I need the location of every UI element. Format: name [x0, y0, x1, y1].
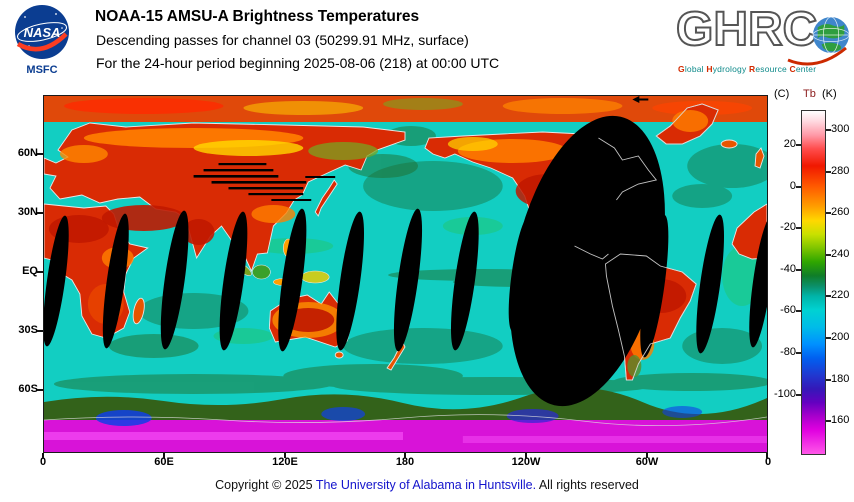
colorbar: (C) Tb (K) 20 0 -20 -40 -60 -80 -100 300… [770, 88, 854, 470]
orbit-node-marker [632, 96, 649, 103]
lon-label-60w: 60W [635, 456, 659, 468]
lat-tick [37, 212, 43, 214]
ghrc-tagline: Global Hydrology Resource Center [678, 64, 817, 74]
kelvin-tick [826, 254, 831, 256]
colorbar-unit-kelvin: Tb (K) [803, 88, 837, 100]
kelvin-tick [826, 295, 831, 297]
island-new-zealand [386, 342, 406, 371]
copyright-suffix: All rights reserved [536, 478, 639, 492]
lon-tick [284, 453, 286, 458]
lat-tick [37, 271, 43, 273]
nasa-swoosh [16, 32, 68, 52]
celsius-tick-label: 0 [789, 180, 796, 192]
subtitle-channel: Descending passes for channel 03 (50299.… [96, 32, 469, 48]
lon-tick [766, 453, 768, 458]
kelvin-tick-label: 220 [831, 289, 850, 301]
lat-tick [37, 153, 43, 155]
lat-tick [37, 389, 43, 391]
kelvin-tick-label: 200 [831, 331, 850, 343]
island-japan [314, 179, 338, 217]
celsius-tick [796, 394, 801, 396]
celsius-tick [796, 227, 801, 229]
lon-label-120w: 120W [511, 456, 541, 468]
antarctic-band [44, 387, 767, 452]
lat-label-60s: 60S [18, 383, 38, 395]
map-canvas [44, 96, 767, 452]
celsius-tick [796, 269, 801, 271]
lon-tick [163, 453, 165, 458]
nasa-wordmark: NASA [24, 25, 61, 40]
continent-eurasia [44, 122, 406, 273]
subtitle-period: For the 24-hour period beginning 2025-08… [96, 55, 500, 71]
celsius-tick-label: -80 [780, 346, 796, 358]
lon-tick [404, 453, 406, 458]
kelvin-tick-label: 300 [831, 123, 850, 135]
celsius-tick [796, 310, 801, 312]
university-link[interactable]: The University of Alabama in Huntsville. [315, 478, 537, 492]
island-iceland [720, 139, 738, 149]
copyright-footer: Copyright © 2025 The University of Alaba… [0, 478, 854, 492]
scanline-gaps [193, 163, 336, 201]
colorbar-unit-celsius: (C) [774, 88, 790, 100]
arctic-band [44, 96, 767, 122]
celsius-tick-label: -40 [780, 263, 796, 275]
island-tasmania [334, 351, 344, 359]
kelvin-tick-label: 160 [831, 414, 850, 426]
nasa-center-label: MSFC [26, 64, 58, 76]
kelvin-tick [826, 379, 831, 381]
kelvin-tick [826, 129, 831, 131]
lon-tick [646, 453, 648, 458]
lon-label-120e: 120E [272, 456, 298, 468]
celsius-tick [796, 186, 801, 188]
celsius-tick-label: -20 [780, 221, 796, 233]
celsius-tick-label: 20 [783, 138, 796, 150]
kelvin-tick-label: 260 [831, 206, 850, 218]
kelvin-tick-label: 280 [831, 165, 850, 177]
tb-label: Tb [803, 88, 816, 100]
lat-label-eq: EQ [22, 265, 38, 277]
lat-tick [37, 330, 43, 332]
kelvin-tick [826, 337, 831, 339]
celsius-tick-label: -100 [773, 388, 796, 400]
kelvin-tick [826, 171, 831, 173]
island-uk [754, 147, 765, 169]
kelvin-tick-label: 180 [831, 373, 850, 385]
kelvin-tick [826, 420, 831, 422]
nasa-orbit [16, 22, 68, 42]
globe-icon [812, 16, 850, 54]
celsius-tick-label: -60 [780, 304, 796, 316]
lon-label-0e: 0 [39, 456, 47, 468]
orbit-gap-swaths [44, 115, 767, 407]
ocean-marbling-olive [53, 126, 767, 395]
page-title: NOAA-15 AMSU-A Brightness Temperatures [95, 8, 420, 25]
coastline-overlay [574, 103, 719, 381]
ghrc-acronym: GHRC [675, 3, 818, 57]
lon-label-0w: 0 [764, 456, 772, 468]
lat-label-30n: 30N [17, 206, 38, 218]
celsius-tick [796, 352, 801, 354]
kelvin-tick-label: 240 [831, 248, 850, 260]
ghrc-logo: GHRC Global Hydrology Resource Center [675, 3, 850, 84]
copyright-prefix: Copyright © 2025 [215, 478, 316, 492]
brightness-temperature-map [43, 95, 768, 453]
lat-label-60n: 60N [17, 147, 38, 159]
kelvin-tick [826, 212, 831, 214]
lon-tick [42, 453, 44, 458]
colorbar-gradient [801, 110, 826, 455]
large-data-gap [510, 115, 665, 407]
nasa-logo: NASA [15, 5, 69, 59]
ghrc-swoosh [787, 46, 847, 66]
celsius-tick [796, 144, 801, 146]
lon-tick [525, 453, 527, 458]
lon-label-180: 180 [395, 456, 415, 468]
lon-label-60e: 60E [154, 456, 174, 468]
island-madagascar [132, 297, 145, 325]
lat-label-30s: 30S [18, 324, 38, 336]
